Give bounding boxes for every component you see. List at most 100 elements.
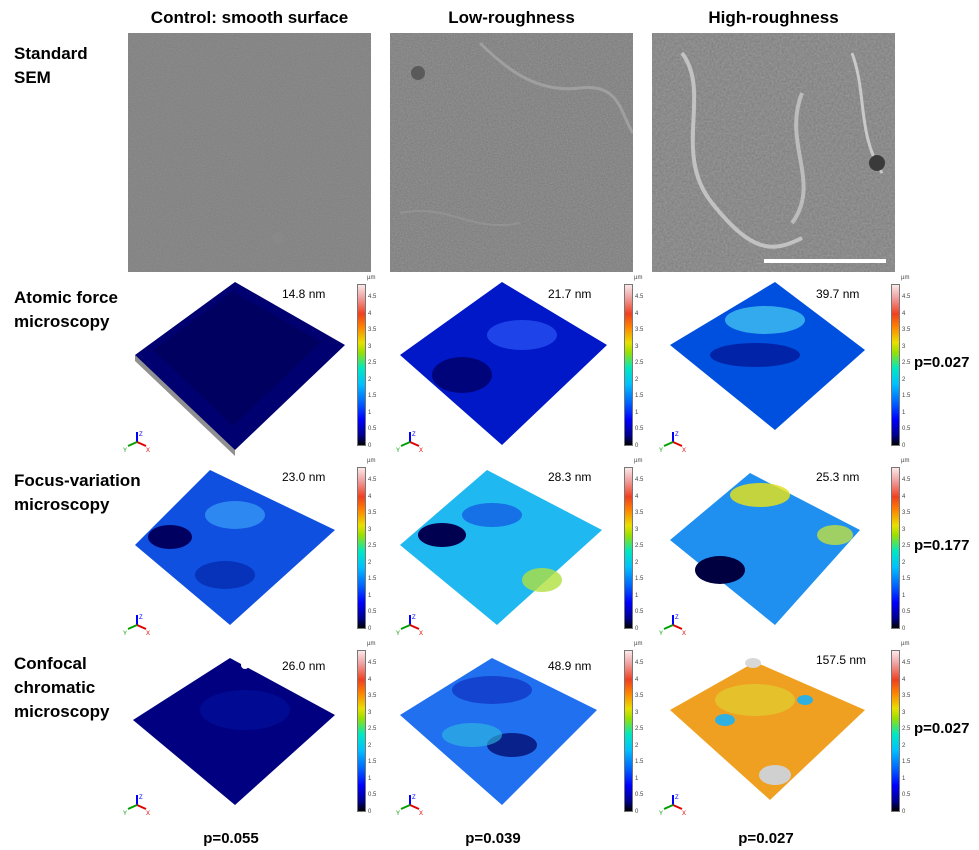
colorbar-tick-label: 3 [902, 526, 906, 533]
colorbar-tick-label: 2 [635, 742, 639, 749]
axis-label-z: Z [675, 795, 679, 801]
axis-label-z: Z [139, 795, 143, 801]
colorbar-tick-label: 3 [635, 526, 639, 533]
colorbar-tick-label: 3.5 [635, 693, 644, 699]
colorbar-tick-label: 4.5 [635, 660, 644, 666]
axis-triad: Z X Y [658, 430, 688, 454]
colorbar-tick-label: 2 [368, 559, 372, 566]
colorbar-tick-label: 0 [635, 808, 639, 815]
colorbar-tick-label: 4.5 [902, 294, 911, 300]
colorbar-tick-label: 4 [635, 676, 639, 683]
fv-surface-low-roughness [392, 465, 602, 645]
colorbar-tick-label: 0 [902, 808, 906, 815]
colorbar-tick-label: 0.5 [902, 792, 911, 798]
roughness-fv-control: 23.0 nm [282, 470, 326, 484]
colorbar-tick-label: 0.5 [902, 426, 911, 432]
cc-surface-low-roughness [392, 650, 597, 830]
colorbar-tick-label: 4.5 [635, 294, 644, 300]
colorbar-unit: µm [367, 458, 376, 464]
row-title-afm: Atomic force microscopy [14, 288, 118, 331]
axis-label-x: X [682, 448, 686, 452]
row-title-focus-variation: Focus-variation microscopy [14, 471, 141, 514]
colorbar [357, 284, 366, 446]
colorbar-tick-label: 1 [902, 409, 906, 416]
colorbar-tick-label: 1 [902, 775, 906, 782]
colorbar-tick-label: 2 [902, 376, 906, 383]
row-p-value-focus-variation: p=0.177 [914, 537, 970, 554]
afm-surface-control [125, 280, 345, 460]
colorbar-tick-label: 3 [902, 709, 906, 716]
colorbar-tick-label: 1 [902, 592, 906, 599]
axis-triad: Z X Y [658, 613, 688, 637]
axis-triad: Z X Y [395, 613, 425, 637]
colorbar-tick-label: 2.5 [902, 360, 911, 366]
colorbar [357, 650, 366, 812]
colorbar-tick-label: 1 [368, 775, 372, 782]
colorbar-tick-label: 3 [368, 709, 372, 716]
axis-label-y: Y [659, 811, 663, 815]
colorbar-tick-label: 2.5 [368, 360, 377, 366]
colorbar-ticks: 4.5 4 3.5 3 2.5 2 1.5 1 0.5 0 [635, 467, 653, 632]
colorbar [891, 467, 900, 629]
roughness-fv-high-roughness: 25.3 nm [816, 470, 860, 484]
colorbar [624, 284, 633, 446]
column-p-value-low-roughness: p=0.039 [465, 830, 521, 847]
colorbar-tick-label: 4 [902, 493, 906, 500]
axis-triad: Z X Y [395, 430, 425, 454]
colorbar-tick-label: 0 [635, 625, 639, 632]
colorbar-tick-label: 0 [368, 808, 372, 815]
colorbar-tick-label: 0.5 [635, 792, 644, 798]
colorbar-unit: µm [634, 641, 643, 647]
colorbar-tick-label: 1.5 [635, 576, 644, 582]
colorbar-tick-label: 4 [368, 676, 372, 683]
axis-label-x: X [419, 448, 423, 452]
colorbar-tick-label: 2 [368, 376, 372, 383]
colorbar-tick-label: 3 [902, 343, 906, 350]
colorbar-ticks: 4.5 4 3.5 3 2.5 2 1.5 1 0.5 0 [902, 284, 920, 449]
colorbar-tick-label: 2.5 [635, 543, 644, 549]
cc-surface-high-roughness [665, 650, 865, 830]
colorbar-tick-label: 2.5 [368, 726, 377, 732]
axis-label-x: X [419, 631, 423, 635]
axis-label-y: Y [123, 448, 127, 452]
colorbar-unit: µm [634, 275, 643, 281]
axis-label-y: Y [659, 631, 663, 635]
column-title-high-roughness: High-roughness [708, 8, 839, 27]
roughness-afm-high-roughness: 39.7 nm [816, 287, 860, 301]
axis-label-x: X [146, 448, 150, 452]
colorbar-tick-label: 0 [368, 625, 372, 632]
colorbar-tick-label: 0.5 [635, 426, 644, 432]
axis-label-x: X [682, 631, 686, 635]
colorbar-tick-label: 3.5 [635, 510, 644, 516]
roughness-cc-control: 26.0 nm [282, 659, 326, 673]
colorbar-tick-label: 4.5 [902, 477, 911, 483]
colorbar-unit: µm [367, 275, 376, 281]
colorbar-tick-label: 2.5 [902, 726, 911, 732]
colorbar-tick-label: 4.5 [368, 660, 377, 666]
roughness-cc-high-roughness: 157.5 nm [816, 653, 867, 667]
sem-image-high-roughness [652, 33, 895, 272]
colorbar-tick-label: 1.5 [368, 759, 377, 765]
colorbar [891, 284, 900, 446]
column-title-low-roughness: Low-roughness [448, 8, 575, 27]
colorbar-tick-label: 4 [368, 310, 372, 317]
colorbar-tick-label: 0 [368, 442, 372, 449]
colorbar [891, 650, 900, 812]
roughness-fv-low-roughness: 28.3 nm [548, 470, 592, 484]
colorbar-tick-label: 1.5 [902, 576, 911, 582]
axis-triad: Z X Y [122, 793, 152, 817]
colorbar-tick-label: 4 [368, 493, 372, 500]
colorbar-ticks: 4.5 4 3.5 3 2.5 2 1.5 1 0.5 0 [368, 284, 386, 449]
afm-surface-low-roughness [392, 280, 607, 460]
colorbar-tick-label: 3.5 [368, 693, 377, 699]
colorbar-tick-label: 3 [368, 526, 372, 533]
colorbar-tick-label: 4 [902, 676, 906, 683]
row-title-sem: Standard SEM [14, 44, 88, 87]
row-p-value-confocal: p=0.027 [914, 720, 970, 737]
sem-image-low-roughness [390, 33, 633, 272]
colorbar-tick-label: 1 [368, 592, 372, 599]
colorbar-tick-label: 2.5 [635, 360, 644, 366]
colorbar-tick-label: 0.5 [368, 609, 377, 615]
colorbar [357, 467, 366, 629]
colorbar-tick-label: 0 [902, 625, 906, 632]
